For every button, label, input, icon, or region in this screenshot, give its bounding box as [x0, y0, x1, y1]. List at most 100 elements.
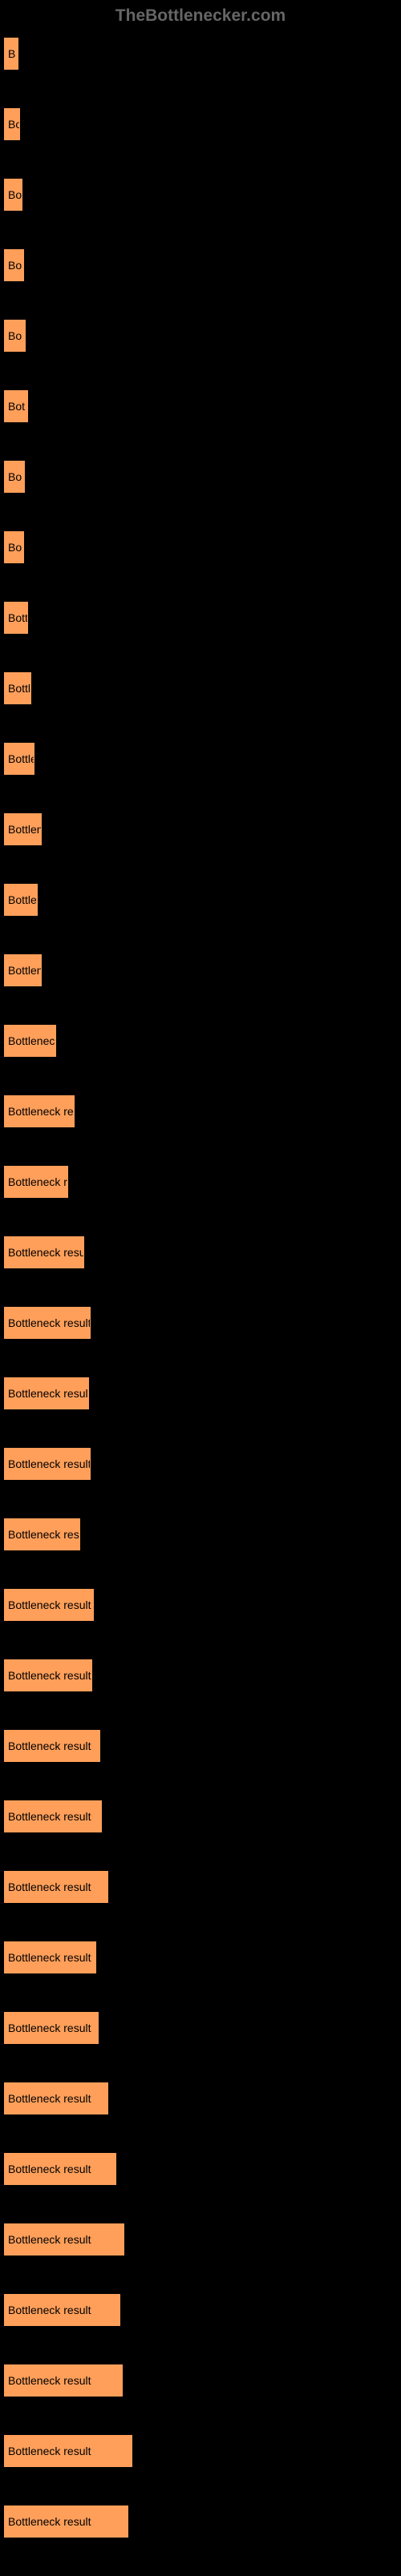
bar-row: Bottleneck result — [4, 2012, 397, 2044]
bar-row: Bottleneck result — [4, 1659, 397, 1691]
bar-row: Bottleneck result — [4, 1307, 397, 1339]
bar-label: Bottlen — [8, 823, 42, 836]
bar-row: Bottleneck resu — [4, 1518, 397, 1550]
bar: Bo — [4, 249, 24, 281]
header: TheBottlenecker.com — [0, 0, 401, 38]
bar: Bo — [4, 179, 22, 211]
bar: Bottleneck result — [4, 2153, 116, 2185]
bar-row: Bottleneck result — [4, 1730, 397, 1762]
bar: Bottleneck result — [4, 1448, 91, 1480]
bar-label: Bottleneck result — [8, 2374, 91, 2387]
bar: Bottleneck result — [4, 2082, 108, 2114]
bar: Bottleneck result — [4, 1730, 100, 1762]
bar-label: Bottleneck result — [8, 2445, 91, 2457]
bar: Bottleneck result — [4, 1659, 92, 1691]
bar-row: Bottleneck result — [4, 1941, 397, 1973]
bar: Bottleneck result — [4, 2435, 132, 2467]
bar: B — [4, 38, 18, 70]
bar-label: Bottleneck res — [8, 1105, 75, 1118]
bar-row: Bottleneck result — [4, 1589, 397, 1621]
bar-label: Bottle — [8, 893, 37, 906]
bar-row: Bottleneck r — [4, 1166, 397, 1198]
bar: Bottl — [4, 672, 31, 704]
bar-label: Bottleneck r — [8, 1175, 67, 1188]
bar: Bott — [4, 602, 28, 634]
bar: Bottleneck result — [4, 2223, 124, 2256]
bar-row: Bottlen — [4, 954, 397, 986]
bar-row: Bottleneck result — [4, 2082, 397, 2114]
bar-row: Bottlen — [4, 813, 397, 845]
bar-label: Bottleneck result — [8, 1881, 91, 1893]
bar-row: Bo — [4, 320, 397, 352]
bar: Bottleneck res — [4, 1095, 75, 1127]
bar-label: Bottleneck result — [8, 2163, 91, 2175]
bar: Bottleneck resu — [4, 1518, 80, 1550]
bar-label: Bottleneck result — [8, 2515, 91, 2528]
bar-label: Bottleneck result — [8, 2304, 91, 2316]
bar-label: B — [8, 47, 15, 60]
bar-label: Bott — [8, 611, 28, 624]
bar: Bottleneck result — [4, 1377, 89, 1409]
bar: Bottleneck result — [4, 2364, 123, 2397]
site-title: TheBottlenecker.com — [115, 6, 286, 25]
bar: Bot — [4, 390, 28, 422]
bar-label: Bottleneck result — [8, 1951, 91, 1964]
bar-row: Bottl — [4, 672, 397, 704]
bar-row: B — [4, 38, 397, 70]
bar: Bottleneck result — [4, 1307, 91, 1339]
bar-row: Bottleneck result — [4, 2153, 397, 2185]
bar-row: Bottle — [4, 743, 397, 775]
bar-label: Bottleneck result — [8, 1669, 91, 1682]
bar-label: Bottl — [8, 682, 30, 695]
bar-label: Bottlen — [8, 964, 42, 977]
bar-row: Bottleneck result — [4, 2294, 397, 2326]
bar-label: Bo — [8, 541, 22, 554]
bar-row: Bottleneck — [4, 1025, 397, 1057]
bar: Bottle — [4, 743, 34, 775]
bar: Bottleneck result — [4, 1589, 94, 1621]
bar-label: Bottleneck result — [8, 1740, 91, 1752]
bar-row: Bottle — [4, 884, 397, 916]
bar: Bottlen — [4, 813, 42, 845]
bar-label: Bottleneck result — [8, 2233, 91, 2246]
bar: Bottleneck result — [4, 2012, 99, 2044]
bar: Bottleneck — [4, 1025, 56, 1057]
bar: Bo — [4, 461, 25, 493]
bar-row: Bottleneck result — [4, 2223, 397, 2256]
bar-label: Bottleneck result — [8, 1457, 91, 1470]
bar-label: Bo — [8, 259, 22, 272]
bar: Bottlen — [4, 954, 42, 986]
bar-label: Bottleneck resu — [8, 1528, 80, 1541]
bar-label: Bottleneck result — [8, 1598, 91, 1611]
bar-row: Bottleneck result — [4, 1236, 397, 1268]
bar-row: Bottleneck result — [4, 2505, 397, 2538]
bar-label: Bottleneck result — [8, 1387, 89, 1400]
bar-row: Bottleneck res — [4, 1095, 397, 1127]
bar: Bo — [4, 531, 24, 563]
bar-row: Bottleneck result — [4, 2435, 397, 2467]
bar-label: Bo — [8, 118, 20, 131]
bar-label: Bottleneck result — [8, 1810, 91, 1823]
bar-row: Bottleneck result — [4, 1871, 397, 1903]
bar-label: Bottle — [8, 752, 34, 765]
bar: Bottleneck result — [4, 1800, 102, 1832]
bar-row: Bottleneck result — [4, 1800, 397, 1832]
bar-row: Bo — [4, 531, 397, 563]
bar-label: Bottleneck result — [8, 1246, 84, 1259]
bar-chart: B Bo Bo Bo Bo Bot Bo Bo Bott Bottl Bottle Bottlen Bo… — [0, 38, 401, 2538]
bar: Bottleneck result — [4, 2294, 120, 2326]
bar-row: Bottleneck result — [4, 1448, 397, 1480]
bar-row: Bott — [4, 602, 397, 634]
bar-label: Bottleneck result — [8, 1316, 91, 1329]
bar-label: Bottleneck result — [8, 2022, 91, 2034]
bar: Bo — [4, 108, 20, 140]
bar-row: Bottleneck result — [4, 2364, 397, 2397]
bar-row: Bo — [4, 108, 397, 140]
bar-row: Bo — [4, 179, 397, 211]
bar-label: Bot — [8, 400, 25, 413]
bar-label: Bo — [8, 470, 22, 483]
bar: Bottleneck result — [4, 2505, 128, 2538]
bar: Bottleneck result — [4, 1941, 96, 1973]
bar: Bottleneck result — [4, 1236, 84, 1268]
bar-label: Bo — [8, 329, 22, 342]
